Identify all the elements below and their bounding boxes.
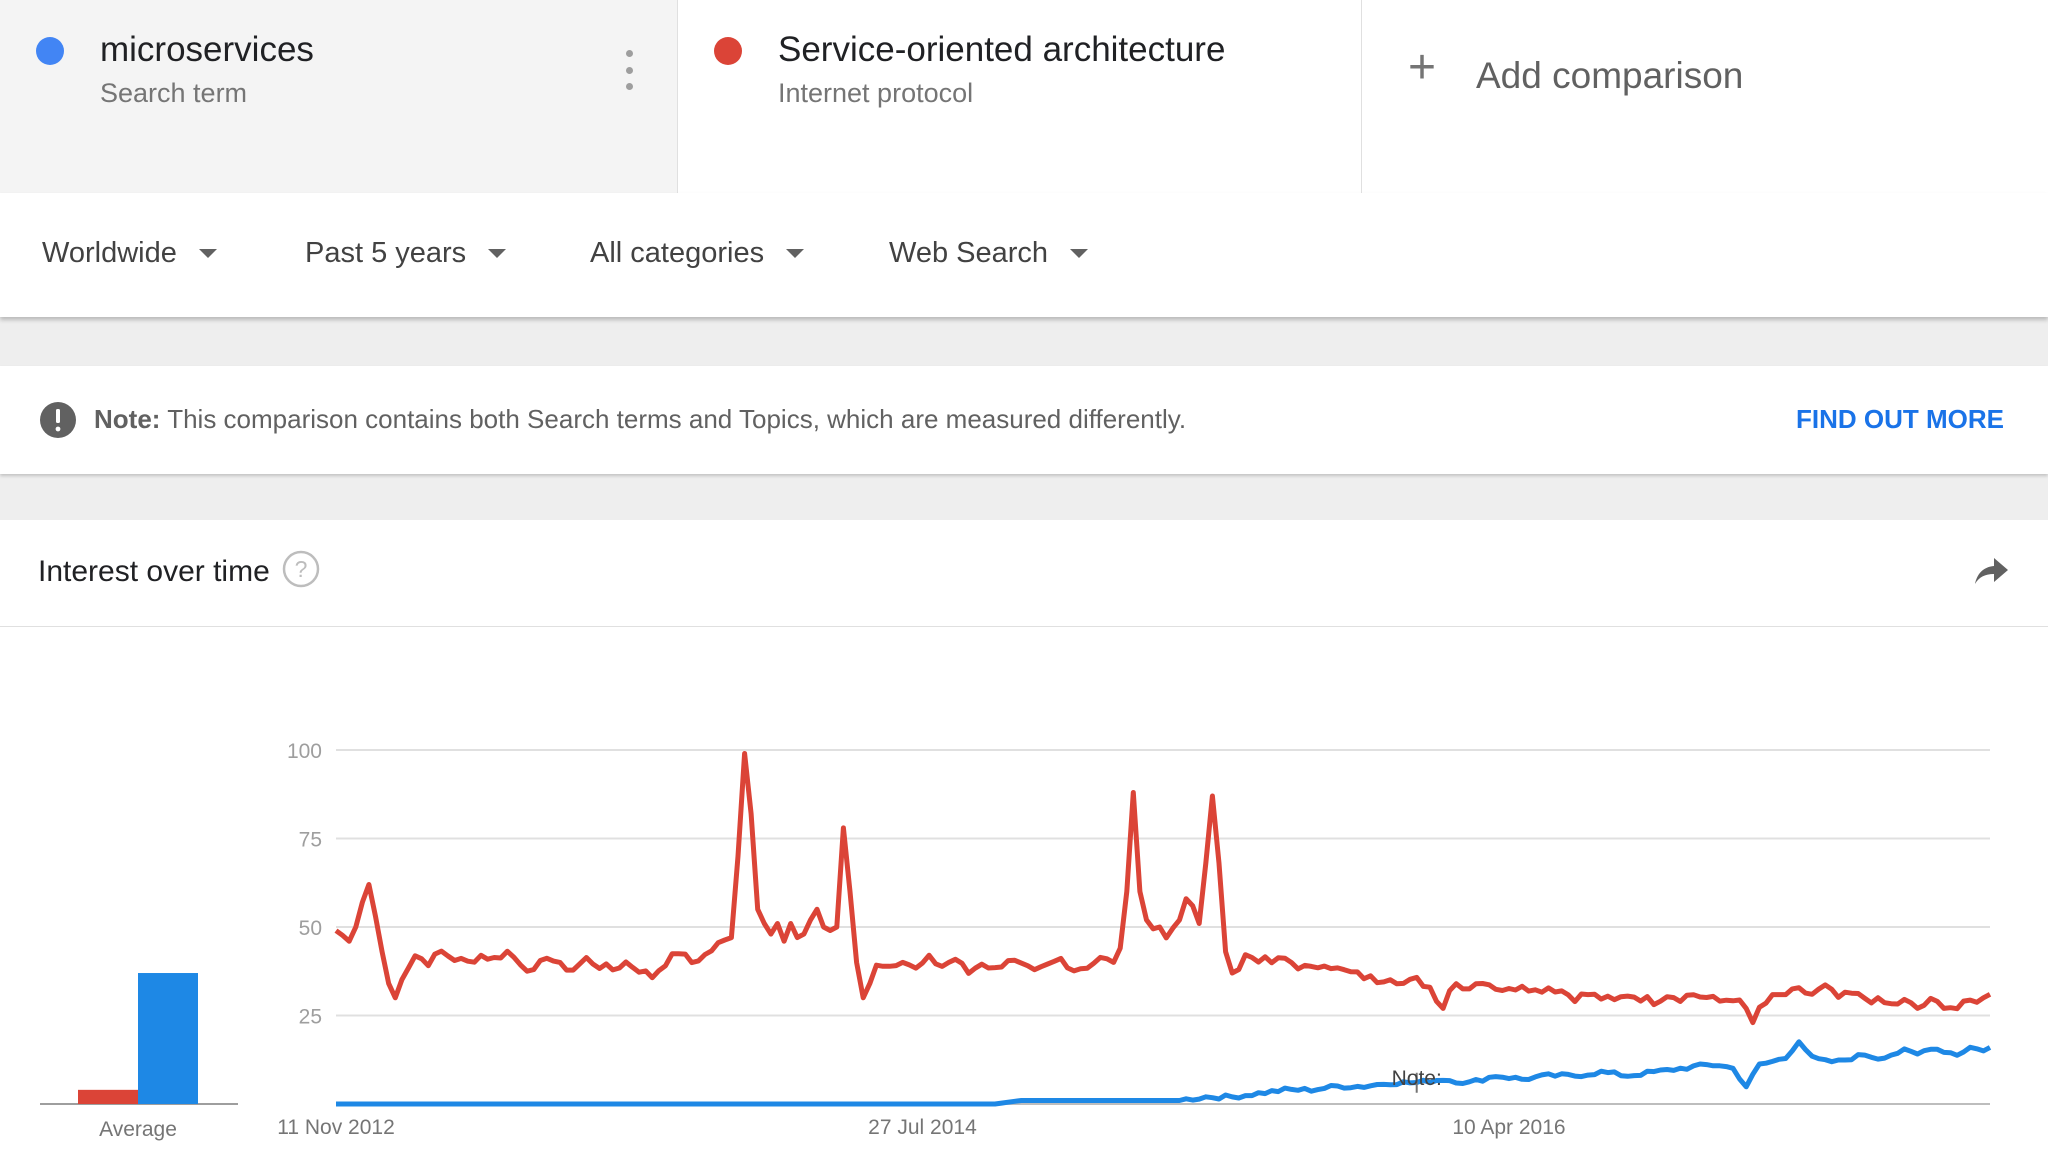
search-type-label: Web Search [889,237,1049,269]
term-card-microservices[interactable]: microservices Search term [0,0,678,193]
note-body: This comparison contains both Search ter… [167,404,1187,434]
svg-text:?: ? [295,556,308,582]
x-tick-label: 27 Jul 2014 [868,1116,977,1139]
chevron-down-icon [786,249,805,258]
share-icon[interactable] [1974,556,2010,586]
card-header: Interest over time ? [0,520,2048,627]
category-dropdown[interactable]: All categories [590,237,805,270]
y-tick-label: 25 [299,1006,322,1029]
chevron-down-icon [198,249,217,258]
region-label: Worldwide [42,237,177,269]
help-icon[interactable]: ? [282,550,320,588]
y-tick-label: 50 [299,917,322,940]
y-tick-label: 75 [299,829,322,852]
term-card-soa[interactable]: Service-oriented architecture Internet p… [678,0,1362,193]
search-type-dropdown[interactable]: Web Search [889,237,1089,270]
filter-bar: Worldwide Past 5 years All categories We… [0,193,2048,317]
average-label: Average [99,1118,177,1141]
term-type: Internet protocol [778,78,974,108]
category-label: All categories [590,237,765,269]
y-tick-label: 100 [287,740,322,763]
average-bar [78,1089,138,1104]
region-dropdown[interactable]: Worldwide [42,237,217,270]
term-type: Search term [100,78,248,108]
interest-over-time-card: Interest over time ? 100 75 50 25 11 Nov 201… [0,520,2048,1152]
series-color-dot [714,37,742,65]
chevron-down-icon [1070,249,1089,258]
find-out-more-link[interactable]: FIND OUT MORE [1796,404,2004,434]
comparison-bar: microservices Search term Service-orient… [0,0,2048,193]
card-title: Interest over time [38,555,270,588]
exclamation-icon [40,402,76,438]
add-comparison-button[interactable]: + Add comparison [1362,0,2048,193]
interest-chart: 100 75 50 25 11 Nov 2012 27 Jul 2014 10 Apr 20… [40,740,1992,1141]
annotation-label: Note: [1392,1067,1442,1090]
average-bar [138,973,198,1104]
period-label: Past 5 years [305,237,467,269]
x-tick-label: 10 Apr 2016 [1452,1116,1565,1139]
note-banner [0,366,2048,474]
add-comparison-label: Add comparison [1476,55,1744,96]
x-tick-label: 11 Nov 2012 [277,1116,395,1139]
series-color-dot [36,37,64,65]
kebab-menu-icon[interactable] [622,50,636,90]
note-text: Note: This comparison contains both Sear… [94,404,1186,435]
series-line-soa [334,751,1992,1026]
note-label: Note: [94,404,161,434]
term-name[interactable]: Service-oriented architecture [778,30,1226,69]
period-dropdown[interactable]: Past 5 years [305,237,507,270]
series-line-microservices [336,1039,1992,1107]
chevron-down-icon [488,249,507,258]
term-name[interactable]: microservices [100,30,314,69]
plus-icon: + [1408,41,1437,94]
